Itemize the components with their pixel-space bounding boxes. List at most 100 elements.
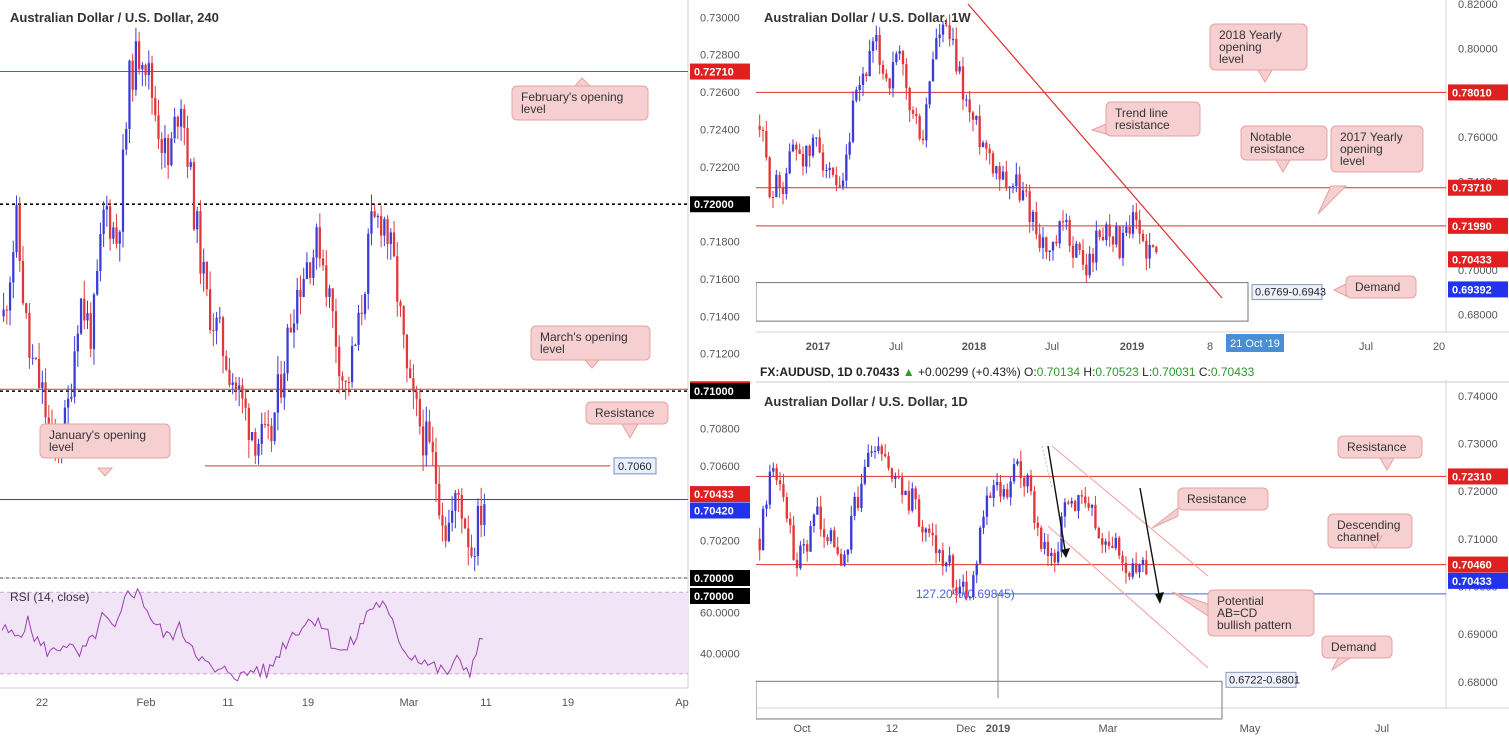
w1-x-tick: 2019 [1120,341,1144,353]
w1-trendline-bubble [1105,101,1201,137]
weekly-chart[interactable]: 0.820000.800000.780000.760000.740000.720… [756,0,1509,357]
candle-body [945,24,948,26]
w1-2017-open-text: level [1340,154,1365,168]
candle-body [981,142,985,148]
h4-chart[interactable]: 0.73000 0.72800 0.72600 0.72400 0.72200 0.718… [0,0,750,718]
candle-body [321,258,325,266]
candle-body [1045,237,1048,252]
candle-body [402,306,405,335]
candle-body [1005,171,1008,188]
candle-body [470,547,473,557]
d1-res-2-text: Descending [1337,518,1400,532]
candle-body [856,496,860,509]
candle-body [928,528,931,533]
h4-mar-open-pointer [583,359,601,369]
h4-y-tick: 0.72400 [700,124,740,136]
candle-body [250,432,254,440]
candle-body [985,495,989,517]
candle-body [380,216,383,236]
candle-body [761,129,765,132]
candle-body [798,149,801,154]
rsi-y-tick: 40.0000 [700,648,740,660]
candle-body [1134,563,1138,573]
candle-body [325,265,328,297]
candle-body [1031,211,1035,222]
candle-body [1124,562,1128,573]
candle-body [141,64,144,70]
candle-body [1001,171,1005,180]
candle-body [845,154,848,181]
w1-x-tick: Jul [1359,341,1373,353]
candle-body [196,211,199,230]
h4-x-tick: Feb [137,697,156,709]
h4-price-box [690,383,750,400]
w1-notable-res-pointer [1275,159,1291,173]
candle-body [1025,190,1028,192]
weekly-chart-panel[interactable]: 0.820000.800000.780000.760000.740000.720… [756,0,1509,357]
d1-arrow-cd-head [1155,592,1164,604]
candle-body [199,211,202,274]
candle-body [860,483,863,509]
candle-body [476,505,480,556]
h4-chart-panel[interactable]: 0.73000 0.72800 0.72600 0.72400 0.72200 0.718… [0,0,750,718]
h4-price-label: 0.70420 [694,506,734,518]
candle-body [868,50,871,77]
candle-body [768,157,771,198]
candle-body [79,298,83,334]
candle-body [938,550,941,554]
h4-y-tick: 0.72600 [700,87,740,99]
candle-body [955,38,958,72]
rsi-band [0,592,688,674]
candle-body [853,496,856,517]
candle-body [205,261,209,290]
candle-body [1115,226,1118,245]
candle-body [1138,220,1141,234]
candle-body [917,499,921,527]
candle-body [273,412,276,442]
candle-body [1098,230,1101,237]
candle-body [1114,537,1117,549]
candle-body [392,232,396,257]
candle-body [128,60,131,129]
candle-body [167,138,170,166]
candle-body [948,25,951,39]
d1-price-box [1448,572,1508,589]
candle-body [1128,226,1131,234]
candle-body [179,109,183,127]
d1-header-part: ▲ [903,365,918,379]
d1-y-tick: 0.73000 [1458,439,1498,451]
candle-body [296,289,299,324]
candle-body [961,66,965,100]
candle-body [147,63,150,75]
d1-header-part: 0.70433 [1211,365,1255,379]
h4-feb-open-text: February's opening [521,90,623,104]
daily-chart[interactable]: FX:AUDUSD, 1D 0.70433 ▲ +0.00299 (+0.43%… [756,360,1509,748]
candle-body [995,482,999,486]
candle-body [386,219,389,244]
candle-body [473,555,476,557]
d1-price-box [1448,468,1508,485]
candle-body [795,144,798,150]
candle-body [1070,501,1073,504]
candle-body [1097,528,1101,539]
candle-body [389,232,392,244]
candle-body [279,374,283,398]
w1-y-tick: 0.76000 [1458,132,1498,144]
d1-x-tick: 12 [886,723,898,735]
candle-body [925,104,928,141]
candle-body [37,359,41,389]
candle-body [83,298,86,321]
candle-body [870,451,873,453]
d1-res-2-text: channel [1337,530,1379,544]
candle-body [18,205,21,262]
rsi-line [1,587,483,682]
candle-body [931,532,934,536]
candle-body [1131,563,1134,577]
w1-price-label: 0.73710 [1452,183,1492,195]
candle-body [438,483,441,516]
w1-date-highlight-label: 21 Oct '19 [1230,338,1280,350]
h4-x-tick: 22 [36,697,48,709]
candle-body [965,581,968,599]
daily-chart-panel[interactable]: FX:AUDUSD, 1D 0.70433 ▲ +0.00299 (+0.43%… [756,360,1509,748]
candle-body [121,149,125,232]
